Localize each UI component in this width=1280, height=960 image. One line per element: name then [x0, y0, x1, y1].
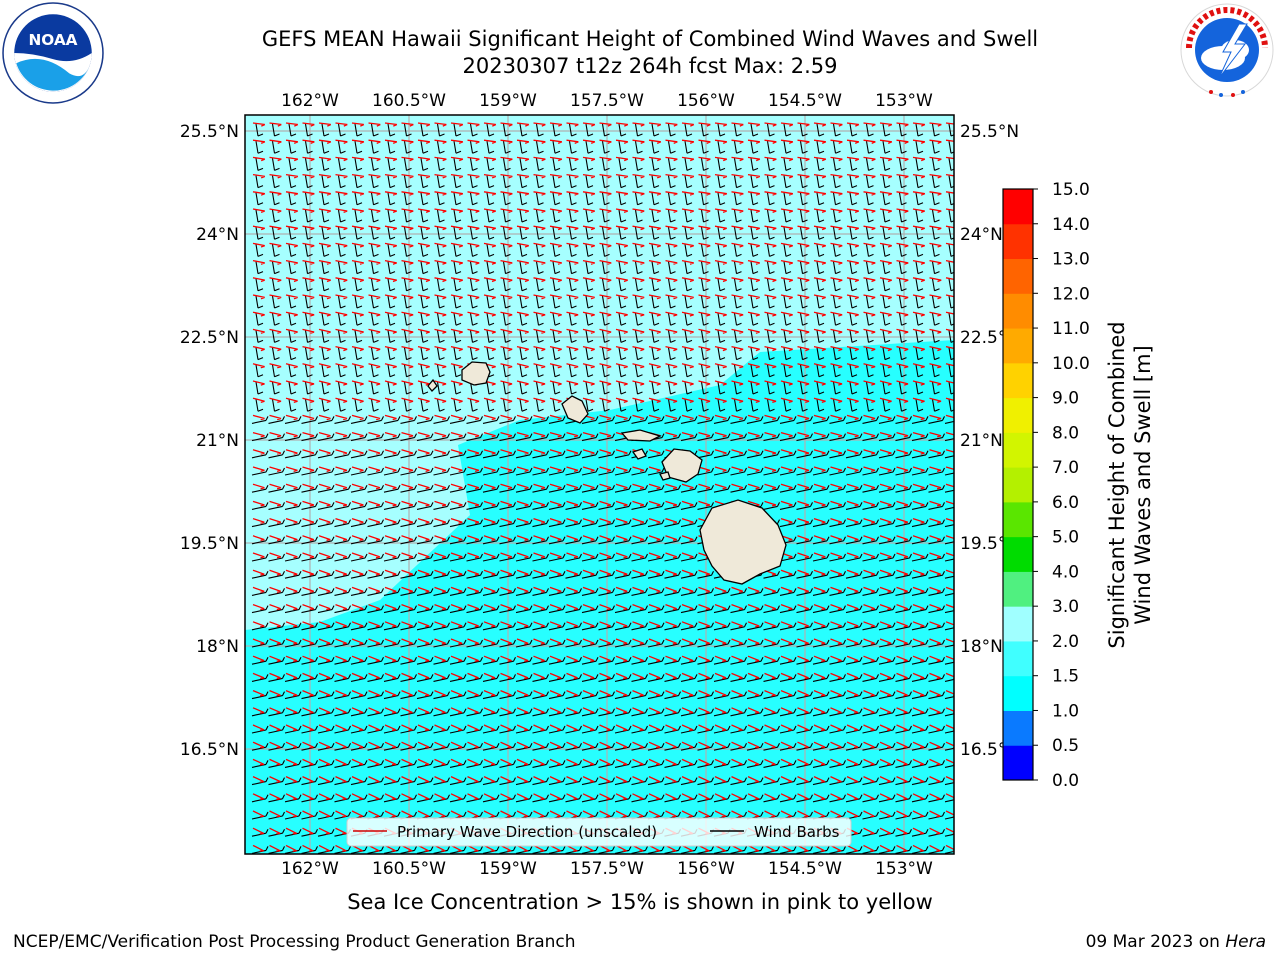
island-oahu	[561, 395, 589, 424]
colorbar-tick-label: 2.0	[1052, 632, 1079, 652]
colorbar-swatch	[1003, 710, 1033, 746]
nws-logo-icon	[1180, 3, 1274, 97]
wave-direction-arrows	[252, 122, 954, 852]
colorbar-swatch	[1003, 432, 1033, 468]
colorbar-swatch	[1003, 328, 1033, 364]
lon-tick-label-top: 162°W	[281, 91, 339, 111]
colorbar-swatch	[1003, 571, 1033, 607]
island-molokai	[620, 429, 662, 442]
lon-tick-label-bottom: 160.5°W	[372, 859, 446, 879]
colorbar-swatch	[1003, 675, 1033, 711]
lon-tick-label-top: 160.5°W	[372, 91, 446, 111]
lon-tick-label-bottom: 153°W	[875, 859, 933, 879]
footer-date: 09 Mar 2023 on Hera	[1086, 932, 1266, 952]
map-frame	[244, 114, 955, 855]
colorbar-swatch	[1003, 397, 1033, 433]
lon-tick-label-bottom: 159°W	[479, 859, 537, 879]
colorbar-swatch	[1003, 258, 1033, 294]
lon-tick-label-top: 153°W	[875, 91, 933, 111]
colorbar-label-line1: Significant Height of Combined	[1105, 321, 1129, 648]
colorbar-tick-label: 4.0	[1052, 562, 1079, 582]
colorbar-swatch	[1003, 362, 1033, 399]
colorbar-swatch	[1003, 606, 1033, 642]
colorbar-swatch	[1003, 467, 1033, 503]
island-maui	[661, 448, 703, 483]
colorbar-label: Significant Height of Combined Wind Wave…	[1105, 321, 1155, 648]
colorbar-swatch	[1003, 745, 1033, 781]
svg-text:NOAA: NOAA	[28, 31, 77, 49]
lat-tick-label-left: 25.5°N	[180, 122, 239, 142]
lon-tick-label-bottom: 156°W	[677, 859, 735, 879]
colorbar-swatch	[1003, 501, 1033, 538]
lon-tick-label-bottom: 162°W	[281, 859, 339, 879]
lat-tick-label-left: 19.5°N	[180, 534, 239, 554]
colorbar-swatch	[1003, 293, 1033, 329]
colorbar-tick-label: 8.0	[1052, 423, 1079, 443]
colorbar-tick-label: 1.0	[1052, 701, 1079, 721]
island-kauai	[461, 361, 491, 386]
colorbar-label-line2: Wind Waves and Swell [m]	[1131, 345, 1155, 625]
footer-date-text: 09 Mar 2023 on	[1085, 932, 1220, 952]
colorbar-tick-label: 12.0	[1052, 284, 1090, 304]
vector-field	[251, 122, 954, 854]
lat-tick-label-left: 22.5°N	[180, 328, 239, 348]
colorbar: 0.0 0.5 1.0 1.5 2.0 3.0 4.0 5.0 6.0 7.0 8.0 9.0 10.0…	[1002, 180, 1090, 791]
colorbar-swatch	[1003, 223, 1033, 260]
lat-tick-label-right: 18°N	[960, 637, 1003, 657]
island-lanai	[631, 448, 647, 460]
footer-machine: Hera	[1225, 932, 1266, 952]
colorbar-tick-label: 14.0	[1052, 215, 1090, 235]
colorbar-tick-label: 10.0	[1052, 354, 1090, 374]
axis-tick-labels: 162°W 162°W 160.5°W 160.5°W 159°W 159°W 157.5°…	[180, 91, 1019, 879]
colorbar-tick-label: 0.5	[1052, 736, 1079, 756]
colorbar-tick-label: 11.0	[1052, 319, 1090, 339]
lon-tick-label-top: 156°W	[677, 91, 735, 111]
colorbar-tick-label: 7.0	[1052, 458, 1079, 478]
lat-tick-label-right: 25.5°N	[960, 122, 1019, 142]
lon-tick-label-top: 159°W	[479, 91, 537, 111]
noaa-logo-icon: NOAA	[2, 2, 104, 104]
lat-tick-label-left: 24°N	[196, 225, 239, 245]
colorbar-tick-label: 0.0	[1052, 771, 1079, 791]
colorbar-swatch	[1003, 189, 1033, 225]
lat-tick-label-left: 21°N	[196, 431, 239, 451]
colorbar-swatch	[1003, 640, 1033, 677]
colorbar-swatch	[1003, 536, 1033, 572]
island-kahoolawe	[659, 471, 671, 481]
lat-tick-label-left: 16.5°N	[180, 740, 239, 760]
lat-tick-label-right: 21°N	[960, 431, 1003, 451]
lat-tick-label-left: 18°N	[196, 637, 239, 657]
lat-tick-label-right: 24°N	[960, 225, 1003, 245]
colorbar-tick-label: 1.5	[1052, 667, 1079, 687]
map-legend: Primary Wave Direction (unscaled) Wind B…	[346, 817, 852, 847]
lon-tick-label-bottom: 154.5°W	[768, 859, 842, 879]
colorbar-tick-label: 6.0	[1052, 493, 1079, 513]
legend-label-wind-barbs: Wind Barbs	[754, 823, 840, 841]
lon-tick-label-top: 157.5°W	[570, 91, 644, 111]
island-niihau	[427, 378, 438, 392]
chart-subtitle: 20230307 t12z 264h fcst Max: 2.59	[462, 54, 838, 78]
sea-ice-note: Sea Ice Concentration > 15% is shown in …	[347, 890, 933, 914]
island-hawaii-big-island	[699, 499, 787, 585]
footer-credit: NCEP/EMC/Verification Post Processing Pr…	[13, 932, 576, 952]
lon-tick-label-top: 154.5°W	[768, 91, 842, 111]
colorbar-tick-label: 15.0	[1052, 180, 1090, 200]
hawaiian-islands	[427, 361, 787, 585]
legend-label-wave-direction: Primary Wave Direction (unscaled)	[397, 823, 657, 841]
colorbar-tick-label: 9.0	[1052, 389, 1079, 409]
colorbar-tick-label: 3.0	[1052, 597, 1079, 617]
colorbar-tick-label: 5.0	[1052, 528, 1079, 548]
chart-title: GEFS MEAN Hawaii Significant Height of C…	[261, 27, 1039, 51]
colorbar-tick-label: 13.0	[1052, 250, 1090, 270]
lon-tick-label-bottom: 157.5°W	[570, 859, 644, 879]
